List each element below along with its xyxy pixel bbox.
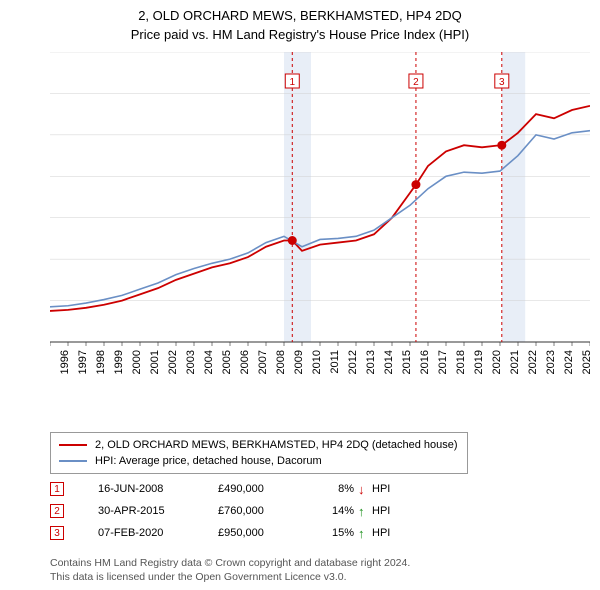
event-arrow-icon: ↑ [358, 526, 372, 541]
svg-text:2002: 2002 [167, 350, 179, 374]
event-row: 3 07-FEB-2020£950,00015%↑HPI [50, 522, 390, 544]
event-date: 30-APR-2015 [98, 505, 218, 517]
svg-text:3: 3 [499, 77, 505, 88]
legend-swatch [59, 444, 87, 446]
chart-title-subtitle: Price paid vs. HM Land Registry's House … [0, 27, 600, 42]
chart-title-address: 2, OLD ORCHARD MEWS, BERKHAMSTED, HP4 2D… [0, 8, 600, 23]
footer-line1: Contains HM Land Registry data © Crown c… [50, 556, 410, 570]
svg-text:2019: 2019 [473, 350, 485, 374]
line-chart-svg: £0£200k£400k£600k£800k£1M£1.2M£1.4M19951… [50, 52, 590, 382]
legend-row: HPI: Average price, detached house, Daco… [59, 453, 459, 469]
svg-text:2004: 2004 [203, 350, 215, 374]
legend-row: 2, OLD ORCHARD MEWS, BERKHAMSTED, HP4 2D… [59, 437, 459, 453]
event-pct: 8% [318, 483, 358, 495]
svg-text:2025: 2025 [581, 350, 590, 374]
svg-text:2014: 2014 [383, 350, 395, 374]
svg-text:1995: 1995 [50, 350, 53, 374]
svg-text:2000: 2000 [131, 350, 143, 374]
event-marker-box: 3 [50, 526, 64, 540]
svg-text:2020: 2020 [491, 350, 503, 374]
svg-text:2017: 2017 [437, 350, 449, 374]
event-arrow-icon: ↑ [358, 504, 372, 519]
legend-label: 2, OLD ORCHARD MEWS, BERKHAMSTED, HP4 2D… [95, 439, 458, 451]
svg-text:2024: 2024 [563, 350, 575, 374]
event-price: £950,000 [218, 527, 318, 539]
event-pct: 15% [318, 527, 358, 539]
legend-swatch [59, 460, 87, 462]
svg-text:2022: 2022 [527, 350, 539, 374]
footer-line2: This data is licensed under the Open Gov… [50, 570, 410, 584]
event-hpi-label: HPI [372, 483, 390, 495]
svg-text:1: 1 [289, 77, 295, 88]
svg-text:1998: 1998 [95, 350, 107, 374]
svg-text:2011: 2011 [329, 350, 341, 374]
event-arrow-icon: ↓ [358, 482, 372, 497]
svg-text:2016: 2016 [419, 350, 431, 374]
svg-text:2007: 2007 [257, 350, 269, 374]
svg-text:2003: 2003 [185, 350, 197, 374]
chart-title-block: 2, OLD ORCHARD MEWS, BERKHAMSTED, HP4 2D… [0, 0, 600, 42]
svg-text:1996: 1996 [59, 350, 71, 374]
svg-text:2005: 2005 [221, 350, 233, 374]
svg-text:1997: 1997 [77, 350, 89, 374]
event-marker-box: 2 [50, 504, 64, 518]
svg-text:2010: 2010 [311, 350, 323, 374]
event-date: 07-FEB-2020 [98, 527, 218, 539]
svg-text:2: 2 [413, 77, 419, 88]
svg-text:2008: 2008 [275, 350, 287, 374]
legend-box: 2, OLD ORCHARD MEWS, BERKHAMSTED, HP4 2D… [50, 432, 468, 474]
footer-attribution: Contains HM Land Registry data © Crown c… [50, 556, 410, 584]
event-hpi-label: HPI [372, 527, 390, 539]
legend-label: HPI: Average price, detached house, Daco… [95, 455, 322, 467]
chart-area: £0£200k£400k£600k£800k£1M£1.2M£1.4M19951… [50, 52, 590, 382]
events-table: 116-JUN-2008£490,0008%↓HPI230-APR-2015£7… [50, 478, 390, 544]
svg-text:2009: 2009 [293, 350, 305, 374]
event-price: £490,000 [218, 483, 318, 495]
svg-text:2023: 2023 [545, 350, 557, 374]
event-date: 16-JUN-2008 [98, 483, 218, 495]
svg-text:2015: 2015 [401, 350, 413, 374]
svg-text:2018: 2018 [455, 350, 467, 374]
svg-text:2013: 2013 [365, 350, 377, 374]
svg-text:2001: 2001 [149, 350, 161, 374]
svg-text:1999: 1999 [113, 350, 125, 374]
event-row: 1 16-JUN-2008£490,0008%↓HPI [50, 478, 390, 500]
svg-text:2006: 2006 [239, 350, 251, 374]
event-pct: 14% [318, 505, 358, 517]
event-price: £760,000 [218, 505, 318, 517]
svg-text:2012: 2012 [347, 350, 359, 374]
event-hpi-label: HPI [372, 505, 390, 517]
event-row: 2 30-APR-2015£760,00014%↑HPI [50, 500, 390, 522]
svg-text:2021: 2021 [509, 350, 521, 374]
event-marker-box: 1 [50, 482, 64, 496]
